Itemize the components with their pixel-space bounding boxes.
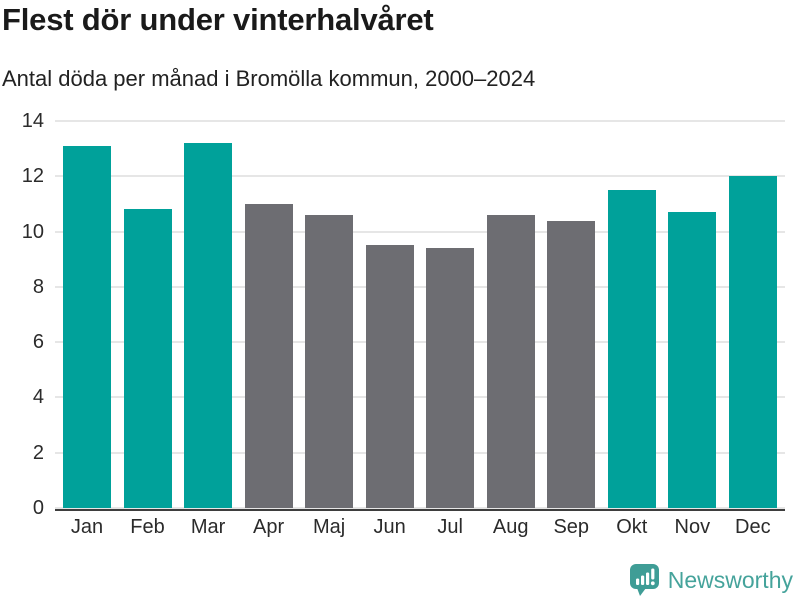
bar-aug	[486, 215, 535, 508]
y-tick-label: 2	[32, 441, 44, 464]
bar-mar	[184, 143, 233, 508]
x-tick-label: Jan	[70, 516, 104, 538]
x-tick-label: Feb	[130, 516, 165, 538]
x-tick-label: Aug	[492, 516, 529, 538]
bar-jul	[426, 248, 475, 508]
gridline	[55, 451, 785, 454]
bar-apr	[244, 203, 293, 508]
y-tick-label: 8	[32, 275, 44, 298]
gridline	[55, 396, 785, 399]
x-tick-label: Dec	[735, 516, 771, 538]
gridline	[55, 341, 785, 344]
x-tick-label: Jun	[373, 516, 406, 538]
x-tick-label: Jul	[437, 516, 463, 538]
y-tick-label: 10	[21, 220, 44, 243]
x-tick-label: Okt	[616, 516, 648, 538]
x-tick-label: Maj	[313, 516, 346, 538]
gridline	[55, 285, 785, 288]
y-tick-label: 12	[21, 165, 44, 188]
bar-series	[55, 121, 785, 508]
x-tick-label: Mar	[190, 516, 226, 538]
gridline	[55, 507, 785, 509]
bar-nov	[668, 212, 717, 508]
brand-name: Newsworthy	[667, 566, 793, 593]
bar-sep	[547, 220, 596, 508]
bar-maj	[305, 215, 354, 508]
bar-okt	[607, 190, 656, 508]
newsworthy-logo-icon	[629, 564, 659, 596]
x-axis: Jan Feb Mar Apr Maj Jun Jul Aug Sep Okt Nov Dec	[55, 516, 785, 539]
x-tick-label: Apr	[253, 516, 285, 538]
gridline	[55, 120, 785, 122]
y-tick-label: 4	[32, 386, 44, 409]
y-tick-label: 0	[32, 497, 44, 519]
chart-subtitle: Antal döda per månad i Bromölla kommun, …	[2, 66, 536, 91]
y-tick-label: 14	[21, 110, 44, 132]
x-tick-label: Sep	[553, 516, 590, 538]
x-tick-label: Nov	[674, 516, 711, 538]
bar-jun	[365, 245, 414, 508]
plot-area	[55, 120, 785, 511]
gridline	[55, 230, 785, 233]
chart-title: Flest dör under vinterhalvåret	[2, 2, 434, 37]
gridline	[55, 175, 785, 178]
bar-dec	[728, 176, 777, 508]
bar-jan	[63, 145, 111, 508]
bar-feb	[123, 209, 172, 508]
y-tick-label: 6	[32, 331, 44, 354]
brand-footer: Newsworthy	[629, 563, 793, 597]
